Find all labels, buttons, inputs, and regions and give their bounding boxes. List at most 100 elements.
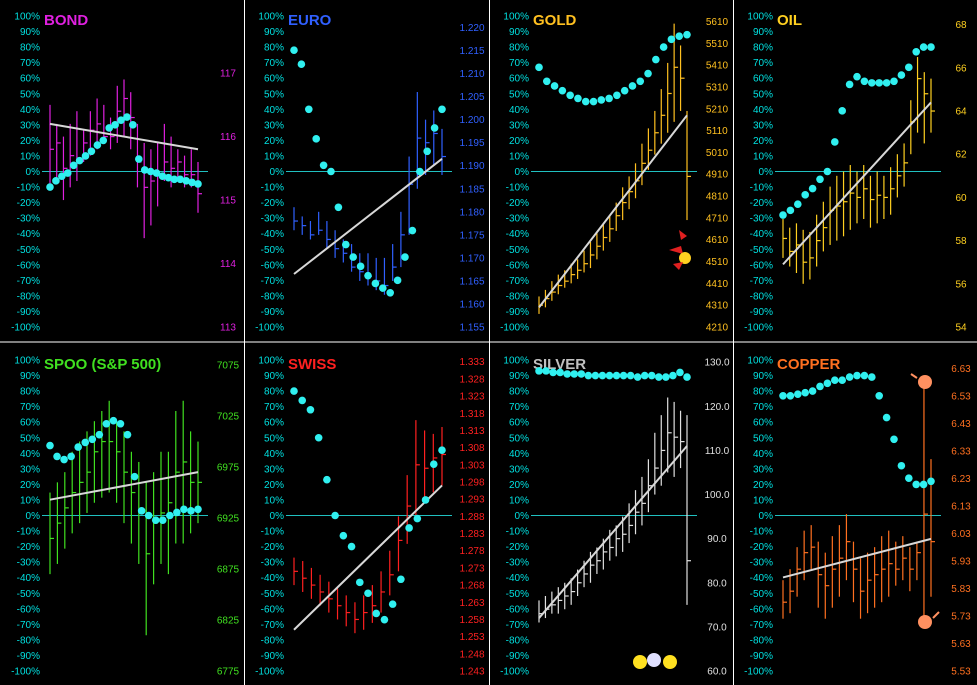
oscillator-dot [612,371,621,380]
oscillator-dot [137,507,146,515]
pct-tick-label: 30% [753,464,773,475]
pct-tick-label: -30% [506,558,529,569]
price-tick-label: 6925 [217,514,240,525]
pct-tick-label: 100% [258,12,284,23]
pct-tick-label: -40% [17,573,40,584]
price-tick-label: 1.288 [459,512,484,523]
price-tick-label: 6.13 [951,501,971,512]
pct-tick-label: -40% [750,229,773,240]
price-tick-label: 6825 [217,616,240,627]
pct-tick-label: -20% [506,198,529,209]
pct-tick-label: 60% [264,74,284,85]
pct-tick-label: -20% [261,542,284,553]
pct-tick-label: 100% [747,356,773,367]
oscillator-dot [669,371,677,380]
oscillator-dot [438,105,446,114]
price-tick-label: 1.180 [459,207,484,218]
oscillator-dot [808,184,817,193]
price-tick-label: 4510 [706,257,729,268]
price-tick-label: 60 [955,193,967,204]
mascot-shard [679,230,687,240]
price-tick-label: 7025 [217,412,240,423]
oscillator-dot [46,441,54,450]
price-tick-label: 1.273 [459,563,484,574]
trend-line [538,445,688,619]
pct-tick-label: 0% [270,167,285,178]
panel-swiss: SWISS 100% 90% 80% 70% 60% 50% 40% 30% 20% 10% 0% -1… [255,356,485,678]
oscillator-dot [558,86,567,95]
chart-title: BOND [44,12,88,29]
oscillator-dot [577,370,586,378]
oscillator-dot [667,35,676,44]
pct-tick-label: -50% [17,245,40,256]
price-tick-label: 56 [955,279,967,290]
oscillator-dot [371,279,380,288]
pct-tick-label: -60% [261,260,284,271]
pct-tick-label: -50% [261,589,284,600]
price-tick-label: 1.165 [459,276,484,287]
panel-bond: BOND 100% 90% 80% 70% 60% 50% 40% 30% 20% 10% 0% -10… [11,12,236,334]
oscillator-dot [897,461,906,470]
oscillator-dot [652,55,660,64]
oscillator-dot [550,82,559,90]
price-tick-label: 116 [220,132,236,143]
pct-tick-label: 100% [747,12,773,23]
oscillator-dot [347,542,356,551]
price-tick-label: 6775 [217,667,240,678]
oscillator-dot [676,368,684,377]
pct-tick-label: -10% [17,527,40,538]
oscillator-dot [356,262,365,271]
oscillator-dot [123,430,132,439]
oscillator-dot [912,47,920,56]
oscillator-dot [123,113,131,121]
pct-tick-label: 20% [20,136,40,147]
oscillator-dot [647,371,656,380]
oscillator-dot [801,388,809,397]
oscillator-dot [860,371,869,380]
pct-tick-label: -30% [17,558,40,569]
oscillator-dot [794,200,802,208]
oscillator-dot [81,438,90,447]
pct-tick-label: 40% [509,449,529,460]
oscillator-dot [81,152,90,160]
oscillator-dot [298,396,307,405]
oscillator-dot [890,77,898,86]
oscillator-dot [897,71,906,79]
oscillator-dot [194,505,202,514]
oscillator-dot [109,416,118,425]
pct-tick-label: -70% [261,620,284,631]
pct-tick-label: 40% [264,105,284,116]
pct-tick-label: 30% [264,464,284,475]
pct-tick-label: 0% [26,167,41,178]
pct-tick-label: 60% [264,418,284,429]
pct-tick-label: -10% [506,527,529,538]
pct-tick-label: 100% [258,356,284,367]
price-tick-label: 7075 [217,361,240,372]
pct-tick-label: -70% [750,620,773,631]
trend-line [49,471,199,501]
oscillator-dot [905,63,913,72]
oscillator-dot [180,505,188,514]
oscillator-dot [831,376,839,385]
pct-tick-label: 80% [264,43,284,54]
pct-tick-label: -20% [750,542,773,553]
oscillator-dot [591,371,600,380]
pct-tick-label: 80% [509,387,529,398]
oscillator-dot [379,284,387,292]
oscillator-dot [194,180,202,188]
pct-tick-label: -40% [261,573,284,584]
pct-tick-label: -50% [261,245,284,256]
mascot-face [918,375,932,389]
pct-tick-label: 70% [509,58,529,69]
oscillator-dot [640,371,649,380]
oscillator-dot [786,206,795,215]
chart-title: GOLD [533,12,576,29]
pct-tick-label: 20% [753,136,773,147]
pct-tick-label: -90% [261,307,284,318]
oscillator-dot [135,155,143,163]
pct-tick-label: 70% [753,402,773,413]
chart-title: SWISS [288,356,336,373]
oscillator-dot [372,609,381,618]
price-tick-label: 1.313 [459,426,484,437]
